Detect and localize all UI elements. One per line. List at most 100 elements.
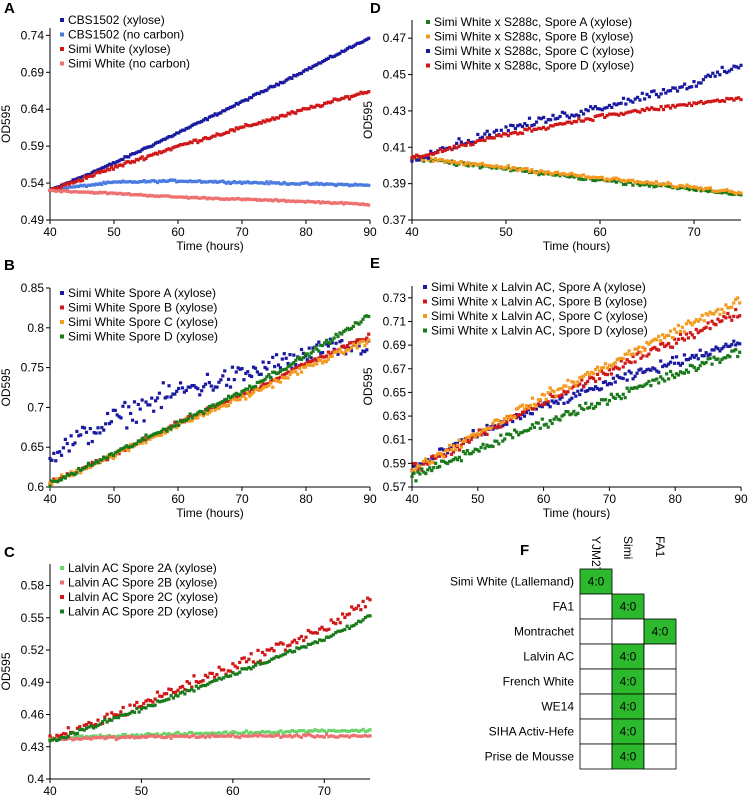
data-point xyxy=(107,180,112,185)
data-point xyxy=(539,127,543,131)
data-point xyxy=(196,680,201,685)
data-point xyxy=(417,158,421,162)
data-point xyxy=(113,191,117,195)
row-label: Simi White (Lallemand) xyxy=(450,575,574,589)
data-point xyxy=(650,89,654,94)
data-point xyxy=(106,456,110,460)
data-point xyxy=(593,175,597,180)
legend-swatch xyxy=(60,18,64,22)
data-point xyxy=(412,461,416,466)
data-point xyxy=(313,631,317,635)
data-point xyxy=(230,128,234,132)
data-point xyxy=(554,415,558,419)
data-point xyxy=(75,179,79,183)
data-point xyxy=(699,99,703,104)
data-point xyxy=(158,694,162,698)
data-point xyxy=(246,197,250,201)
data-point xyxy=(178,179,183,183)
data-point xyxy=(349,349,354,353)
data-point xyxy=(605,105,609,110)
data-point xyxy=(199,680,203,684)
data-point xyxy=(90,170,94,175)
data-point xyxy=(130,152,135,156)
data-point xyxy=(631,183,635,187)
data-point xyxy=(694,318,698,322)
data-point xyxy=(324,730,329,735)
data-point xyxy=(206,731,210,735)
data-point xyxy=(443,449,448,453)
data-point xyxy=(236,392,240,396)
data-point xyxy=(121,404,125,408)
data-point xyxy=(633,347,637,351)
data-point xyxy=(224,674,228,678)
data-point xyxy=(242,667,246,671)
data-point xyxy=(66,734,70,739)
data-point xyxy=(116,734,121,738)
data-point xyxy=(586,117,590,121)
data-point xyxy=(222,668,226,672)
data-point xyxy=(345,729,349,733)
data-point xyxy=(532,425,536,430)
legend-swatch xyxy=(60,334,64,339)
data-point xyxy=(217,196,221,201)
data-point xyxy=(205,412,210,416)
data-point xyxy=(499,134,503,138)
data-point xyxy=(244,371,248,376)
data-point xyxy=(284,199,288,204)
data-point xyxy=(280,357,284,361)
data-point xyxy=(194,735,198,739)
data-point xyxy=(344,182,348,187)
x-tick-label: 80 xyxy=(669,492,683,506)
data-point xyxy=(631,100,635,104)
data-point xyxy=(313,735,317,739)
data-point xyxy=(708,74,713,78)
series-3 xyxy=(410,63,743,163)
data-point xyxy=(368,598,372,602)
data-point xyxy=(109,162,114,166)
data-point xyxy=(286,77,290,81)
data-point xyxy=(286,644,290,648)
data-point xyxy=(645,182,649,186)
data-point xyxy=(354,622,358,626)
data-point xyxy=(175,195,179,199)
data-point xyxy=(309,356,313,360)
data-point xyxy=(90,463,94,467)
data-point xyxy=(169,427,173,431)
data-point xyxy=(672,375,677,380)
data-point xyxy=(579,177,583,181)
data-point xyxy=(515,430,519,434)
data-point xyxy=(174,734,178,738)
data-point xyxy=(169,178,173,182)
data-point xyxy=(308,733,313,737)
data-point xyxy=(213,112,217,116)
data-point xyxy=(737,66,741,70)
data-point xyxy=(196,735,201,739)
data-point xyxy=(628,180,633,184)
data-point xyxy=(668,89,673,93)
data-point xyxy=(336,52,340,56)
data-point xyxy=(331,633,336,637)
data-point xyxy=(82,175,87,179)
data-point xyxy=(507,432,511,436)
data-point xyxy=(148,180,152,184)
data-point xyxy=(332,183,336,187)
data-point xyxy=(48,734,52,738)
data-point xyxy=(550,389,554,393)
x-axis-label: Time (hours) xyxy=(176,239,244,253)
data-point xyxy=(577,114,581,118)
data-point xyxy=(670,373,675,377)
data-point xyxy=(278,114,282,118)
data-point xyxy=(415,158,419,162)
y-tick-label: 0.6 xyxy=(27,480,44,494)
data-point xyxy=(309,359,313,363)
data-point xyxy=(232,129,236,133)
data-point xyxy=(558,122,562,126)
data-point xyxy=(722,69,727,74)
data-point xyxy=(674,330,679,334)
y-axis-label: OD595 xyxy=(361,101,375,139)
legend-swatch xyxy=(423,299,427,304)
data-point xyxy=(260,734,265,738)
data-point xyxy=(175,420,179,424)
data-point xyxy=(505,414,509,419)
data-point xyxy=(84,184,89,189)
